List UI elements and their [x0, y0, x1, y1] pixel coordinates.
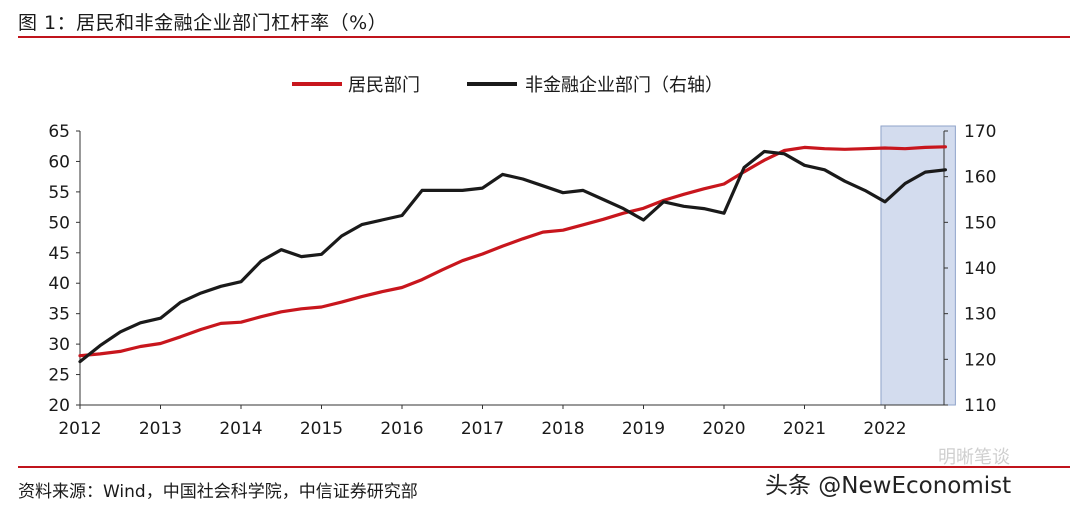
x-tick-label: 2019	[622, 419, 665, 439]
y-right-tick-label: 160	[964, 168, 996, 188]
x-tick-label: 2021	[783, 419, 826, 439]
source-note: 资料来源：Wind，中国社会科学院，中信证券研究部	[18, 482, 418, 502]
y-left-tick-label: 25	[48, 366, 70, 386]
y-left-tick-label: 35	[48, 305, 70, 325]
series-line-corporate	[78, 149, 947, 364]
legend-label: 非金融企业部门（右轴）	[525, 75, 723, 96]
y-left-tick-label: 65	[48, 122, 70, 142]
series-line-household	[78, 145, 947, 358]
y-right-tick-label: 140	[964, 259, 996, 279]
x-tick-label: 2017	[461, 419, 504, 439]
watermark-handle: 头条 @NewEconomist	[765, 473, 1012, 499]
y-right-tick-label: 170	[964, 122, 996, 142]
y-left-tick-label: 50	[48, 213, 70, 233]
y-left-tick-label: 20	[48, 396, 70, 416]
y-right-tick-label: 130	[964, 305, 996, 325]
y-left-tick-label: 30	[48, 335, 70, 355]
y-right-tick-label: 120	[964, 350, 996, 370]
y-left-tick-label: 45	[48, 244, 70, 264]
x-tick-label: 2018	[541, 419, 584, 439]
x-tick-label: 2016	[380, 419, 423, 439]
x-tick-label: 2012	[58, 419, 101, 439]
x-tick-label: 2022	[863, 419, 906, 439]
x-tick-label: 2013	[139, 419, 182, 439]
y-right-tick-label: 150	[964, 213, 996, 233]
x-tick-label: 2015	[300, 419, 343, 439]
chart-title: 图 1：居民和非金融企业部门杠杆率（%）	[18, 12, 388, 34]
y-right-tick-label: 110	[964, 396, 996, 416]
legend-label: 居民部门	[348, 75, 420, 96]
y-left-tick-label: 60	[48, 152, 70, 172]
watermark-account: 明晰笔谈	[938, 447, 1010, 468]
source-divider	[18, 466, 1070, 468]
forecast-band	[880, 125, 956, 406]
x-tick-label: 2020	[702, 419, 745, 439]
x-tick-label: 2014	[219, 419, 262, 439]
y-left-tick-label: 40	[48, 274, 70, 294]
title-divider	[18, 36, 1070, 38]
y-left-tick-label: 55	[48, 183, 70, 203]
